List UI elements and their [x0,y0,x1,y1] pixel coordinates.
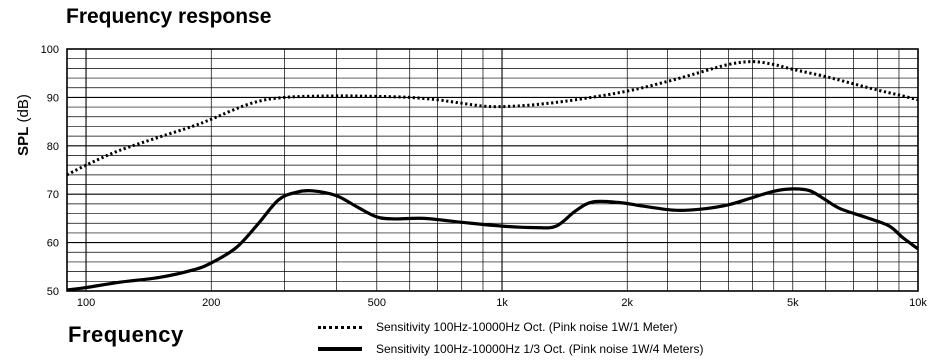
y-tick-label: 60 [47,238,59,250]
y-tick-label: 90 [47,92,59,104]
x-axis-label: Frequency [68,322,184,347]
y-tick-label: 100 [41,44,59,56]
legend: Sensitivity 100Hz-10000Hz Oct. (Pink noi… [318,316,703,360]
x-tick-label: 10k [909,297,927,309]
x-tick-label: 500 [368,297,386,309]
x-tick-label: 1k [496,297,508,309]
x-tick-label: 100 [77,297,95,309]
series-line-third-octave [66,187,919,292]
legend-item-dotted: Sensitivity 100Hz-10000Hz Oct. (Pink noi… [318,316,703,338]
series-line-octave [66,60,919,177]
x-tick-label: 2k [621,297,633,309]
y-axis-label-quantity: SPL [15,127,32,156]
legend-label-third-octave: Sensitivity 100Hz-10000Hz 1/3 Oct. (Pink… [376,342,704,356]
y-axis-ticks: 50 60 70 80 90 100 [41,44,59,298]
y-tick-label: 70 [47,189,59,201]
legend-swatch-dotted [318,325,362,329]
y-tick-label: 80 [47,141,59,153]
x-axis-ticks: 100 200 500 1k 2k 5k 10k [77,297,928,309]
plot-frame [66,48,919,292]
legend-label-octave: Sensitivity 100Hz-10000Hz Oct. (Pink noi… [376,320,678,334]
series-layer [66,60,919,292]
x-tick-label: 5k [787,297,799,309]
legend-item-solid: Sensitivity 100Hz-10000Hz 1/3 Oct. (Pink… [318,338,703,360]
legend-swatch-solid [318,347,362,351]
grid [67,49,918,291]
x-tick-label: 200 [202,297,220,309]
chart-title: Frequency response [66,5,272,28]
y-tick-label: 50 [47,286,59,298]
y-axis-label: SPL (dB) [15,94,32,156]
y-axis-label-unit: (dB) [15,94,32,122]
